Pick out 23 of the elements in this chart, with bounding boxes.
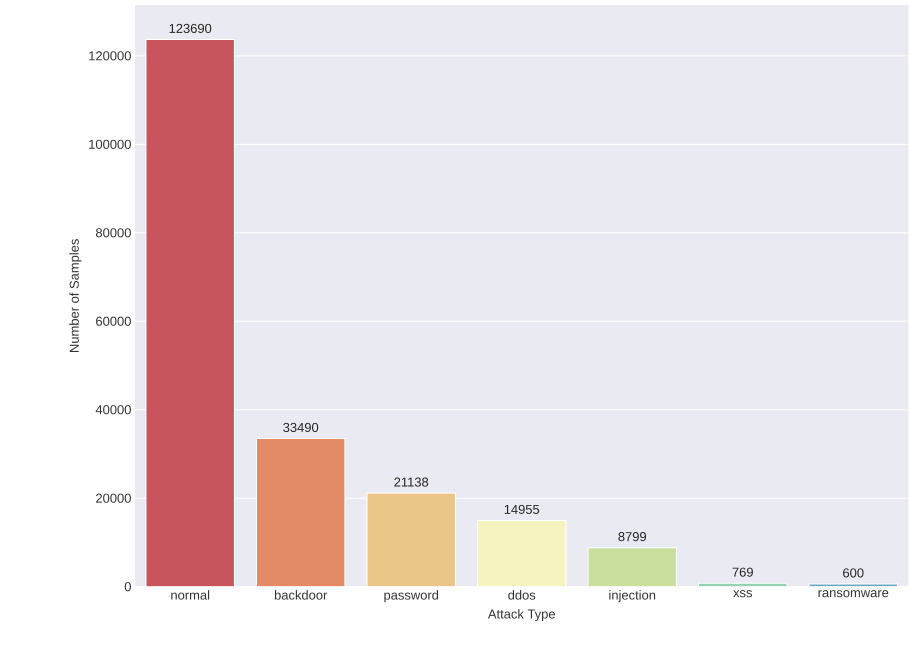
y-tick-label: 120000 xyxy=(89,51,131,61)
y-tick-label: 20000 xyxy=(96,494,131,503)
x-tick-label: password xyxy=(384,590,438,602)
data-label: 21138 xyxy=(394,478,428,487)
data-label: 123690 xyxy=(170,24,212,34)
x-tick-label: xss xyxy=(733,590,752,598)
x-tick-label: ransomware xyxy=(818,590,888,598)
y-axis-title: Number of Samples xyxy=(69,239,82,352)
x-tick-label: injection xyxy=(609,590,656,602)
y-tick-label: 0 xyxy=(124,582,131,592)
data-label: 769 xyxy=(732,568,753,577)
x-tick-label: ddos xyxy=(508,590,536,600)
data-label: 8799 xyxy=(618,532,646,542)
x-tick-label: normal xyxy=(171,590,210,600)
data-label: 600 xyxy=(843,568,864,578)
y-tick-label: 80000 xyxy=(96,228,131,238)
data-label: 14955 xyxy=(504,505,540,514)
x-axis-title: Attack Type xyxy=(488,609,555,622)
y-tick-label: 100000 xyxy=(89,140,131,150)
y-tick-label: 60000 xyxy=(96,316,131,326)
data-label: 33490 xyxy=(283,423,318,432)
y-tick-label: 40000 xyxy=(96,405,131,414)
x-tick-label: backdoor xyxy=(274,590,328,600)
